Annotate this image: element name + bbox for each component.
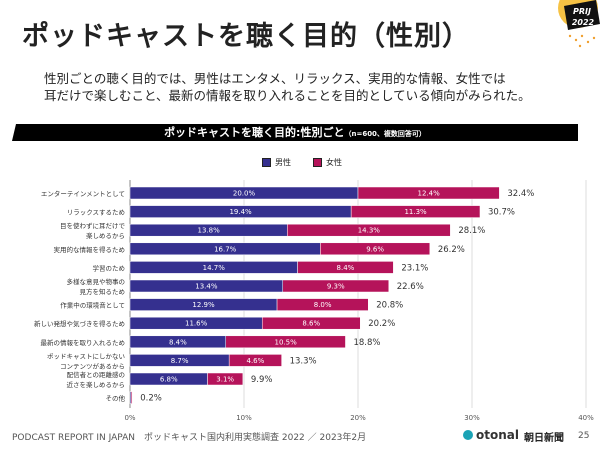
category-label: 新しい発想や気づきを得るため [34, 319, 125, 328]
bar-value-label: 11.6% [185, 320, 208, 328]
bar-value-label: 8.7% [171, 357, 189, 365]
category-label: 多様な意見や物事の [67, 277, 126, 286]
bar-value-label: 16.7% [214, 245, 237, 253]
bar-value-label: 8.4% [169, 338, 187, 346]
total-label: 9.9% [251, 375, 273, 385]
legend-label: 女性 [326, 158, 342, 167]
bar-value-label: 9.6% [366, 245, 384, 253]
category-label: 配信者との距離感の [67, 370, 125, 379]
total-label: 18.8% [353, 338, 380, 348]
bar-value-label: 8.6% [302, 320, 320, 328]
legend-label: 男性 [275, 158, 291, 167]
bar-female [207, 372, 244, 386]
chart-title: ポッドキャストを聴く目的:性別ごと [164, 126, 345, 139]
bar-value-label: 8.4% [337, 264, 355, 272]
footer-text: PODCAST REPORT IN JAPAN ポッドキャスト国内利用実態調査 … [12, 433, 367, 443]
bar-female [287, 223, 451, 237]
bar-female [350, 205, 481, 218]
page-title: ポッドキャストを聴く目的（性別） [22, 21, 470, 52]
bar-value-label: 3.1% [216, 376, 234, 384]
bar-female [357, 186, 500, 200]
bar-value-label: 12.4% [418, 190, 441, 198]
bar-value-label: 11.3% [404, 208, 427, 216]
legend-swatch [262, 158, 271, 167]
bar-value-label: 9.3% [327, 283, 345, 291]
total-label: 0.2% [140, 394, 162, 404]
svg-text:2022: 2022 [572, 18, 595, 27]
chart-title-banner: ポッドキャストを聴く目的:性別ごと（n=600、複数回答可） [12, 124, 578, 141]
otonal-logo: otonal [463, 428, 519, 442]
x-tick-label: 30% [464, 414, 480, 422]
prij-badge-logo: PRIJ 2022 [558, 0, 600, 48]
bar-female [225, 335, 346, 349]
total-label: 32.4% [507, 189, 534, 199]
bar-value-label: 4.6% [247, 357, 265, 365]
legend-swatch [313, 158, 322, 167]
category-label: エンターテインメントとして [41, 189, 125, 198]
category-label: 楽しめるから [86, 231, 125, 240]
legend: 男性 女性 [262, 157, 342, 168]
bar-female [276, 298, 369, 311]
category-label: リラックスするため [67, 209, 125, 217]
bar-female [282, 279, 390, 293]
lead-line: 性別ごとの聴く目的では、男性はエンタメ、リラックス、実用的な情報、女性では [44, 71, 506, 86]
category-label: 見方を知るため [80, 287, 126, 296]
x-tick-label: 40% [578, 414, 594, 422]
x-tick-label: 10% [236, 414, 252, 422]
asahi-logo: 朝日新聞 [524, 433, 564, 444]
bar-value-label: 14.7% [203, 264, 226, 272]
category-label: その他 [106, 394, 126, 403]
bar-female [228, 354, 282, 367]
legend-female: 女性 [313, 157, 342, 168]
total-label: 23.1% [401, 263, 428, 273]
category-label: 作業中の環境音として [60, 301, 125, 310]
page-number: 25 [578, 431, 590, 441]
category-label: 最新の情報を取り入れるため [41, 338, 126, 347]
bar-value-label: 13.8% [198, 227, 221, 235]
bar-value-label: 19.4% [229, 208, 252, 216]
total-label: 20.2% [368, 319, 395, 329]
bar-female [261, 316, 361, 330]
bar-value-label: 10.5% [274, 338, 297, 346]
total-label: 20.8% [376, 301, 403, 311]
bar-chart: 0% 10% 20% 30% 40% エンターテインメントとして 20.0% 12.4% 32.… [34, 180, 594, 422]
svg-text:PRIJ: PRIJ [573, 7, 591, 16]
bar-value-label: 12.9% [192, 301, 215, 309]
lead-text: 性別ごとの聴く目的では、男性はエンタメ、リラックス、実用的な情報、女性では 耳だ… [44, 70, 584, 104]
bar-value-label: 14.3% [358, 227, 381, 235]
legend-male: 男性 [262, 157, 291, 168]
category-label: 実用的な情報を得るため [54, 245, 126, 254]
category-label: ポッドキャストにしかない [47, 352, 125, 360]
total-label: 26.2% [438, 245, 465, 255]
bar-female [320, 242, 431, 256]
category-label: 目を使わずに耳だけで [60, 221, 126, 230]
x-tick-label: 20% [350, 414, 366, 422]
bar-value-label: 20.0% [233, 190, 256, 198]
bar-female [130, 391, 133, 404]
total-label: 13.3% [290, 356, 317, 366]
category-label: 近さを楽しめるから [67, 380, 126, 389]
chart-subtitle: （n=600、複数回答可） [344, 130, 426, 138]
lead-line: 耳だけで楽しむこと、最新の情報を取り入れることを目的としている傾向がみられた。 [44, 88, 531, 103]
bar-value-label: 6.8% [160, 376, 178, 384]
category-label: コンテンツがあるから [60, 361, 125, 370]
x-tick-label: 0% [124, 414, 135, 422]
bar-female [297, 261, 394, 274]
bar-value-label: 13.4% [195, 283, 218, 291]
category-label: 学習のため [93, 263, 126, 272]
otonal-icon [463, 430, 473, 440]
bar-value-label: 8.0% [314, 301, 332, 309]
total-label: 22.6% [397, 282, 424, 292]
total-label: 28.1% [458, 226, 485, 236]
total-label: 30.7% [488, 208, 515, 218]
